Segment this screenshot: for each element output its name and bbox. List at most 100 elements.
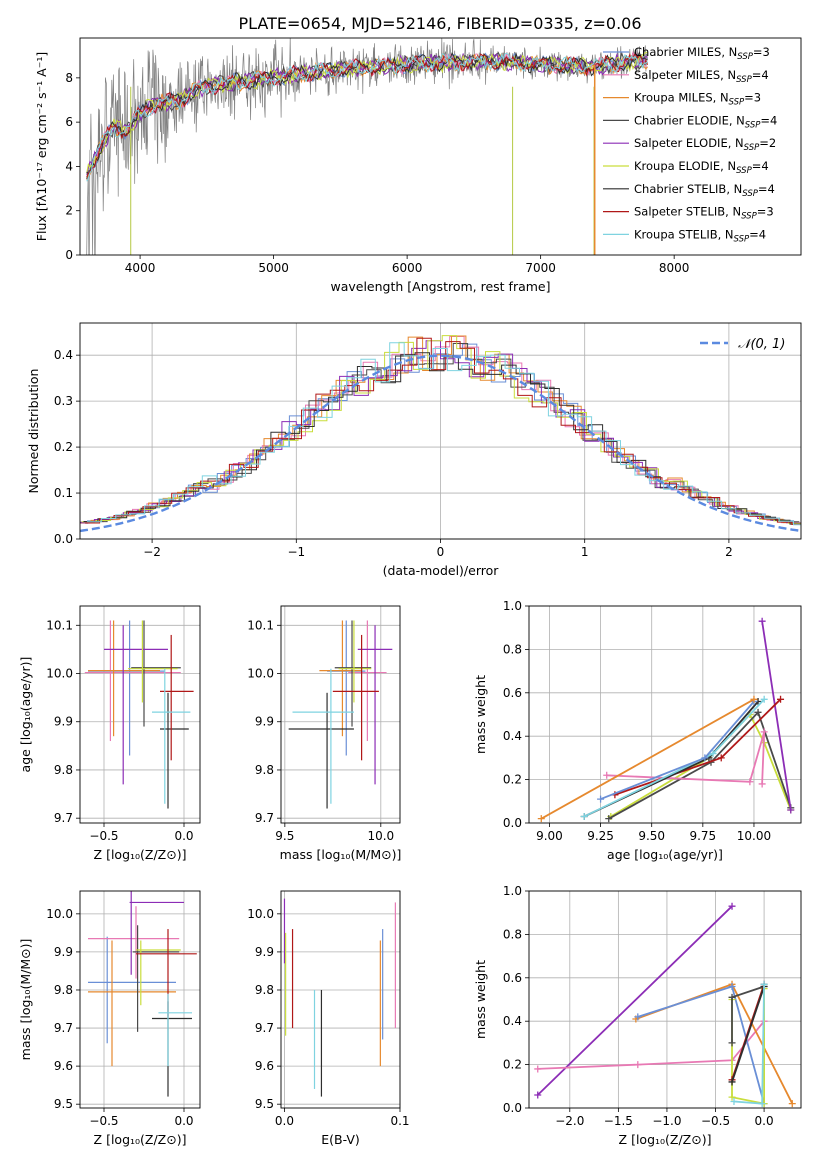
residual-histogram-kroupa-stelib <box>86 342 801 526</box>
y-tick-label: 9.9 <box>54 945 73 959</box>
error-bar-chabrier-stelib <box>152 1001 192 1097</box>
weight-series-chabrier-elodie <box>605 708 795 823</box>
y-tick-label: 9.7 <box>54 1021 73 1035</box>
weight-marker <box>728 1093 736 1101</box>
axes-frame <box>528 890 802 1109</box>
plot-area <box>88 891 197 1097</box>
error-bar-kroupa-miles <box>319 620 362 737</box>
legend-entry: Kroupa ELODIE, NSSP=4 <box>634 159 769 176</box>
legend-entry: Chabrier ELODIE, NSSP=4 <box>634 113 777 130</box>
y-tick-label: 0.4 <box>54 348 73 362</box>
error-bar-salpeter-stelib <box>136 929 197 1017</box>
x-axis-label: Z [log₁₀(Z/Z⊙)] <box>94 847 187 862</box>
y-tick-label: 0.1 <box>54 486 73 500</box>
y-tick-label: 0.2 <box>54 440 73 454</box>
weight-series-kroupa-miles <box>632 980 796 1108</box>
y-tick-label: 10.0 <box>247 667 274 681</box>
y-tick-label: 0.8 <box>503 642 522 656</box>
figure-title: PLATE=0654, MJD=52146, FIBERID=0335, z=0… <box>238 14 641 33</box>
y-tick-label: 9.8 <box>54 763 73 777</box>
plot-area <box>86 38 648 255</box>
error-bar-chabrier-elodie <box>131 620 181 727</box>
error-bar-kroupa-elodie <box>136 940 181 1006</box>
weight-series-kroupa-stelib <box>580 695 768 820</box>
error-bar-kroupa-miles <box>88 620 160 737</box>
weight-marker <box>746 778 754 786</box>
y-tick-label: 0.0 <box>503 1101 522 1115</box>
residual-histogram-kroupa-elodie <box>81 335 801 524</box>
legend-entry: 𝒩(0, 1) <box>738 337 785 352</box>
axes-frame <box>79 890 201 1109</box>
x-tick-label: 9.50 <box>638 829 665 843</box>
y-tick-label: 0.4 <box>503 1014 522 1028</box>
plot-area <box>534 902 796 1108</box>
observed-spectrum <box>86 38 648 255</box>
y-tick-label: 0.8 <box>503 927 522 941</box>
weight-marker <box>537 815 545 823</box>
weight-marker <box>597 795 605 803</box>
model-spectrum-chabrier-stelib <box>86 50 648 175</box>
x-tick-label: −0.5 <box>89 829 118 843</box>
x-tick-label: 8000 <box>659 261 690 275</box>
weight-marker <box>605 815 613 823</box>
mass-vs-metallicity-panel: −0.5 0.0 9.5 9.6 9.7 9.8 9.9 10.0 Z [log₁₀(Z/Z⊙)… <box>18 890 201 1147</box>
y-tick-label: 9.6 <box>54 1059 73 1073</box>
y-tick-label: 9.5 <box>255 1097 274 1111</box>
mass-weight-vs-age-panel: 9.00 9.25 9.50 9.75 10.00 0.0 0.2 0.4 0.6 0.8 1.0 a… <box>473 599 802 862</box>
y-tick-label: 0.0 <box>503 816 522 830</box>
error-bar-salpeter-miles <box>88 906 180 979</box>
error-bar-salpeter-stelib <box>332 634 379 761</box>
x-axis-label: mass [log₁₀(M/M⊙)] <box>280 847 402 862</box>
y-tick-label: 9.7 <box>54 811 73 825</box>
y-tick-label: 10.1 <box>247 618 274 632</box>
error-bar-chabrier-elodie <box>132 925 180 1032</box>
x-tick-label: 9.5 <box>275 829 294 843</box>
axes-frame <box>528 605 802 824</box>
x-tick-label: −0.5 <box>89 1114 118 1128</box>
x-axis-label: wavelength [Angstrom, rest frame] <box>330 279 550 294</box>
y-tick-label: 9.7 <box>255 811 274 825</box>
weight-marker <box>728 982 736 990</box>
plot-area <box>537 617 795 823</box>
y-tick-label: 9.8 <box>54 983 73 997</box>
error-bar-salpeter-stelib <box>160 634 194 761</box>
y-axis-label: age [log₁₀(age/yr)] <box>18 657 33 773</box>
axes-frame <box>280 605 401 824</box>
weight-marker <box>709 750 717 758</box>
weight-series-kroupa-stelib <box>730 980 768 1108</box>
axes-frame <box>280 890 401 1109</box>
axes-frame <box>79 322 802 540</box>
y-tick-label: 0.2 <box>503 1058 522 1072</box>
y-axis-label: mass weight <box>473 960 488 1039</box>
model-spectrum-kroupa-stelib <box>86 52 648 182</box>
legend-entry: Salpeter STELIB, NSSP=3 <box>634 205 774 222</box>
weight-marker <box>534 1065 542 1073</box>
error-bar-chabrier-elodie <box>334 620 372 727</box>
y-tick-label: 0.6 <box>503 686 522 700</box>
weight-marker <box>750 695 758 703</box>
error-bar-kroupa-stelib <box>158 993 192 1067</box>
error-bar-kroupa-elodie <box>128 620 178 703</box>
error-bar-kroupa-stelib <box>292 668 354 804</box>
weight-marker <box>603 771 611 779</box>
weight-series-salpeter-stelib <box>611 695 785 799</box>
x-tick-label: 10.00 <box>737 829 771 843</box>
y-axis-label: Flux [fλ10⁻¹⁷ erg cm⁻² s⁻¹ A⁻¹] <box>34 52 49 241</box>
error-bar-kroupa-elodie <box>338 620 372 703</box>
weight-marker <box>760 695 768 703</box>
plot-area <box>80 335 801 533</box>
weight-marker <box>760 728 768 736</box>
error-bar-salpeter-elodie <box>357 625 393 785</box>
weight-series-kroupa-miles <box>537 695 758 823</box>
x-tick-label: 4000 <box>125 261 156 275</box>
y-tick-label: 9.9 <box>54 715 73 729</box>
y-tick-label: 4 <box>65 159 73 173</box>
y-tick-label: 0 <box>65 248 73 262</box>
x-tick-label: −1.5 <box>604 1114 633 1128</box>
x-tick-label: −2 <box>143 545 161 559</box>
error-bar-salpeter-miles <box>84 620 181 742</box>
y-tick-label: 0.4 <box>503 729 522 743</box>
weight-marker <box>777 695 785 703</box>
residuals-panel: −2 −1 0 1 2 0.0 0.1 0.2 0.3 0.4 (data-model)/error… <box>26 322 802 578</box>
